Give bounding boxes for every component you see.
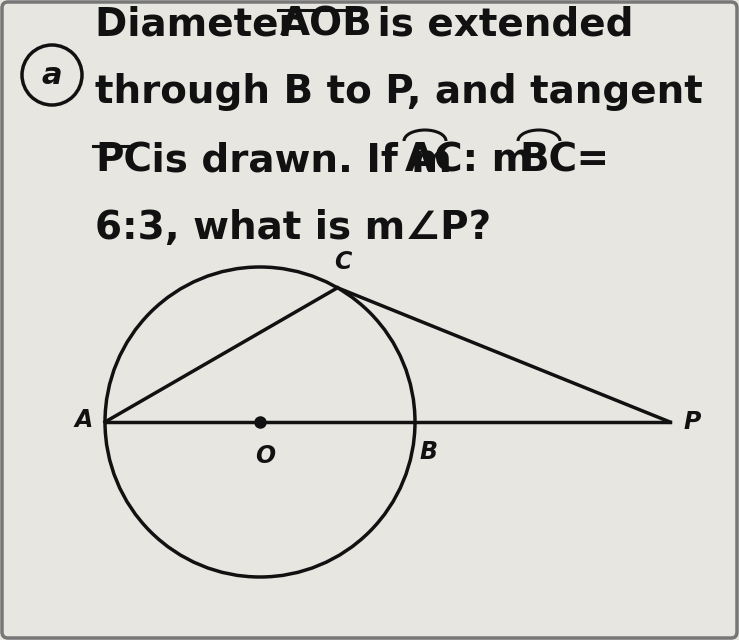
Text: B: B [420,440,438,464]
Text: A: A [75,408,93,432]
Text: Diameter: Diameter [95,5,311,43]
Text: BC: BC [519,141,577,179]
Text: is drawn. If m: is drawn. If m [138,141,466,179]
Text: =: = [563,141,609,179]
Text: PC: PC [95,141,152,179]
Text: P: P [684,410,701,434]
Text: O: O [255,444,275,468]
Text: 6:3, what is m∠P?: 6:3, what is m∠P? [95,209,491,247]
Text: C: C [334,250,351,274]
Text: through B to P, and tangent: through B to P, and tangent [95,73,703,111]
Text: AOB: AOB [280,5,372,43]
Text: : m: : m [449,141,545,179]
Text: AC: AC [405,141,463,179]
Text: a: a [41,61,62,90]
Text: is extended: is extended [364,5,633,43]
